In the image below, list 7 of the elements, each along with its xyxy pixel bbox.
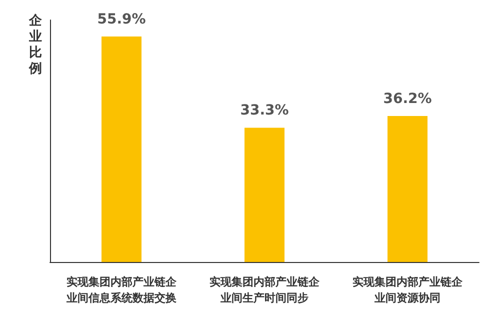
x-tick-label: 实现集团内部产业链企业间资源协同 — [352, 276, 464, 304]
x-tick-label: 实现集团内部产业链企业间信息系统数据交换 — [66, 276, 178, 304]
data-label: 55.9% — [97, 12, 146, 28]
data-label: 33.3% — [240, 102, 289, 119]
x-tick-label: 实现集团内部产业链企业间生产时间同步 — [210, 276, 320, 304]
y-axis-title: 企业比例 — [28, 12, 43, 76]
data-label: 36.2% — [383, 90, 432, 107]
